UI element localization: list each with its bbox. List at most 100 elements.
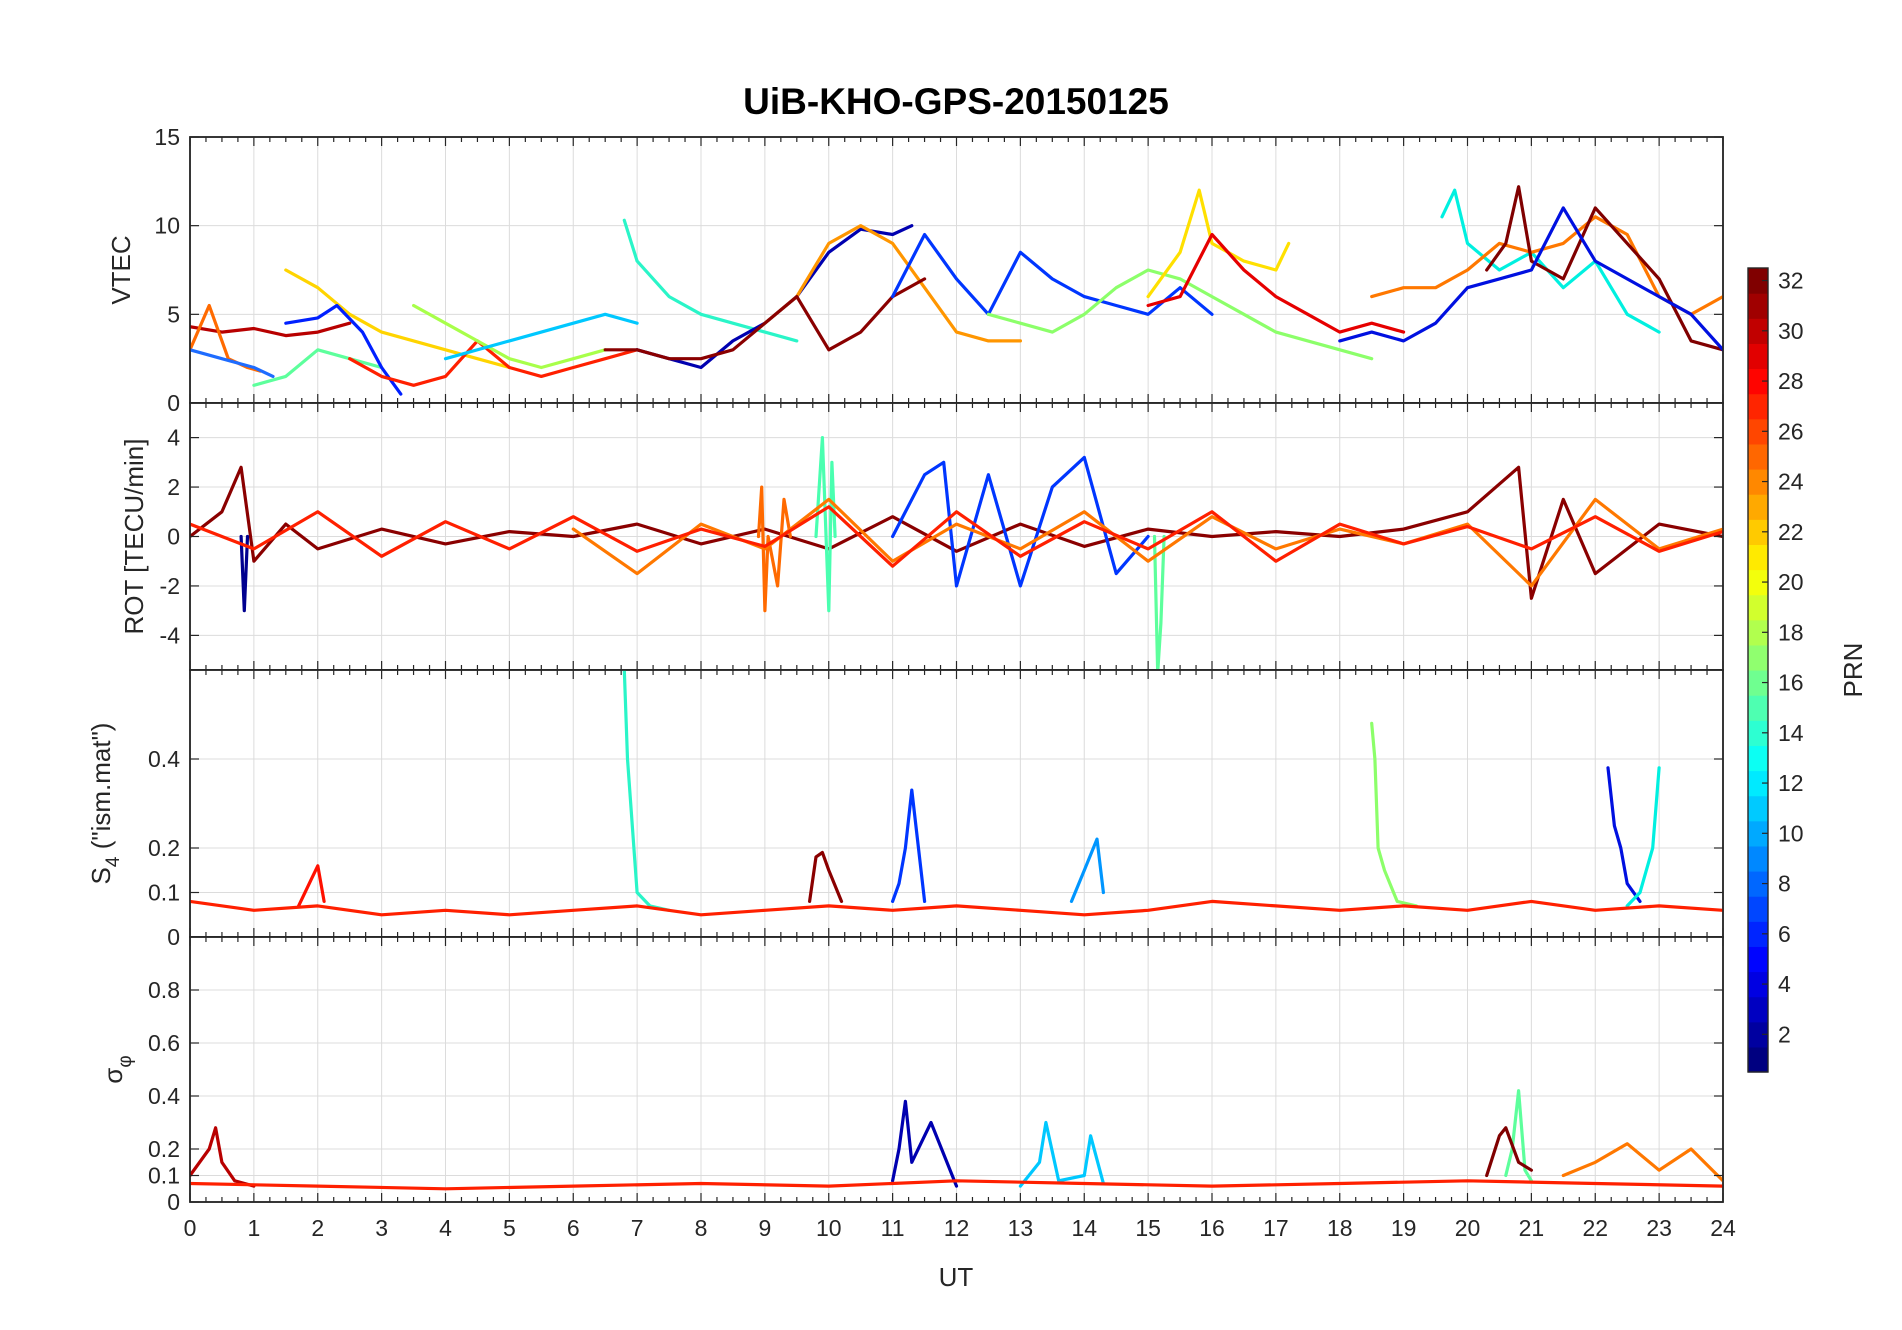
colorbar-tick-label: 22 [1778, 519, 1804, 545]
colorbar-tick-label: 2 [1778, 1021, 1791, 1047]
colorbar-segment [1748, 644, 1768, 671]
colorbar-tick-label: 20 [1778, 569, 1804, 595]
chart-title: UiB-KHO-GPS-20150125 [743, 81, 1169, 122]
series-line-prn-3 [1606, 766, 1642, 903]
colorbar-segment [1748, 795, 1768, 822]
colorbar-segment [1748, 594, 1768, 621]
panel-rot: -4 -2 0 2 4 ROT [TECU/min] [119, 402, 1724, 671]
colorbar-tick-label: 28 [1778, 368, 1804, 394]
x-axis-label: UT [939, 1262, 974, 1292]
x-tick-label: 14 [1071, 1215, 1097, 1241]
y-tick-label: 0 [167, 524, 180, 550]
colorbar-segment [1748, 896, 1768, 922]
y-tick-label: 0 [167, 1189, 180, 1215]
colorbar-segment [1748, 1046, 1768, 1073]
colorbar-segment [1748, 619, 1768, 646]
series-line-prn-4 [891, 232, 1214, 316]
colorbar-segment [1748, 569, 1768, 596]
y-tick-label: 0 [167, 390, 180, 416]
colorbar-segment [1748, 494, 1768, 520]
x-tick-label: 16 [1199, 1215, 1225, 1241]
x-tick-label: 8 [695, 1215, 708, 1241]
colorbar-tick-label: 24 [1778, 469, 1804, 495]
series-line-prn-25 [756, 485, 792, 613]
series-line-prn-4 [891, 788, 927, 903]
series-line-prn-1 [239, 534, 250, 613]
series-line-prn-31 [808, 850, 844, 903]
series-line-prn-11 [443, 312, 639, 361]
colorbar-segment [1748, 670, 1768, 696]
colorbar-tick-label: 6 [1778, 921, 1791, 947]
series-line-prn-8 [190, 348, 275, 378]
colorbar-tick-label: 8 [1778, 871, 1791, 897]
colorbar-segment [1748, 921, 1768, 947]
colorbar-segment [1748, 996, 1768, 1023]
y-tick-label: 0.1 [148, 1163, 180, 1189]
y-tick-label: -4 [160, 622, 181, 648]
series-line-prn-20 [1146, 188, 1291, 299]
colorbar-segment [1748, 393, 1768, 420]
series-line-prn-18 [412, 303, 607, 370]
y-axis-label-vtec: VTEC [106, 235, 136, 304]
series-line-prn-16 [1152, 534, 1166, 670]
series-line-prn-29 [1146, 232, 1406, 334]
series-line-prn-27 [190, 899, 1723, 917]
series-line-prn-11 [1018, 1120, 1105, 1188]
colorbar-label: PRN [1838, 643, 1868, 698]
colorbar-segment [1748, 443, 1768, 470]
series-line-prn-17 [1370, 721, 1418, 908]
series-line-prn-25 [190, 303, 262, 373]
series-line-prn-32 [1485, 1126, 1533, 1178]
y-tick-label: 0.4 [148, 746, 180, 772]
x-tick-label: 0 [184, 1215, 197, 1241]
series-line-prn-27 [190, 1179, 1723, 1191]
y-tick-label: -2 [160, 573, 180, 599]
y-tick-label: 0 [167, 924, 180, 950]
series-line-prn-16 [252, 348, 384, 387]
series-line-prn-3 [1338, 206, 1723, 352]
colorbar-segment [1748, 418, 1768, 445]
series-line-prn-17 [986, 268, 1374, 361]
y-tick-label: 0.2 [148, 835, 180, 861]
y-tick-label: 0.6 [148, 1030, 180, 1056]
x-tick-label: 20 [1455, 1215, 1481, 1241]
colorbar-tick-label: 26 [1778, 418, 1804, 444]
colorbar-segment [1748, 318, 1768, 344]
colorbar-segment [1748, 469, 1768, 495]
colorbar-tick-label: 4 [1778, 971, 1791, 997]
y-tick-label: 0.8 [148, 977, 180, 1003]
x-tick-label: 6 [567, 1215, 580, 1241]
colorbar-tick-label: 14 [1778, 720, 1804, 746]
series-line-prn-32 [1485, 185, 1723, 352]
y-tick-label: 0.4 [148, 1083, 180, 1109]
y-tick-label: 5 [167, 301, 180, 327]
series-line-prn-13 [1625, 766, 1661, 908]
series-line-prn-21 [284, 268, 511, 370]
colorbar-segment [1748, 695, 1768, 721]
series-line-prn-2 [891, 1099, 959, 1188]
x-tick-label: 21 [1519, 1215, 1545, 1241]
series-line-prn-30 [190, 321, 352, 338]
x-tick-label: 19 [1391, 1215, 1417, 1241]
colorbar-segment [1748, 971, 1768, 998]
y-axis-label-sigma: σφ [98, 1055, 136, 1083]
y-tick-label: 0.2 [148, 1136, 180, 1162]
x-tick-label: 22 [1582, 1215, 1608, 1241]
series-line-prn-28 [297, 864, 326, 908]
y-axis-label-s4: S4 ("ism.mat") [86, 723, 124, 885]
colorbar-segment [1748, 368, 1768, 395]
colorbar-tick-label: 12 [1778, 770, 1804, 796]
colorbar-segment [1748, 720, 1768, 746]
colorbar-segment [1748, 293, 1768, 319]
series-line-prn-4 [891, 455, 1150, 588]
panel-s4: 0 0.1 0.2 0.4 S4 ("ism.mat") [86, 669, 1724, 950]
x-tick-label: 17 [1263, 1215, 1289, 1241]
y-axis-label-rot: ROT [TECU/min] [119, 439, 149, 635]
x-tick-label: 12 [944, 1215, 970, 1241]
y-tick-label: 4 [167, 425, 180, 451]
colorbar-tick-label: 30 [1778, 318, 1804, 344]
series-line-prn-31 [190, 465, 1723, 600]
colorbar-tick-label: 16 [1778, 670, 1804, 696]
series-line-prn-31 [603, 277, 927, 361]
